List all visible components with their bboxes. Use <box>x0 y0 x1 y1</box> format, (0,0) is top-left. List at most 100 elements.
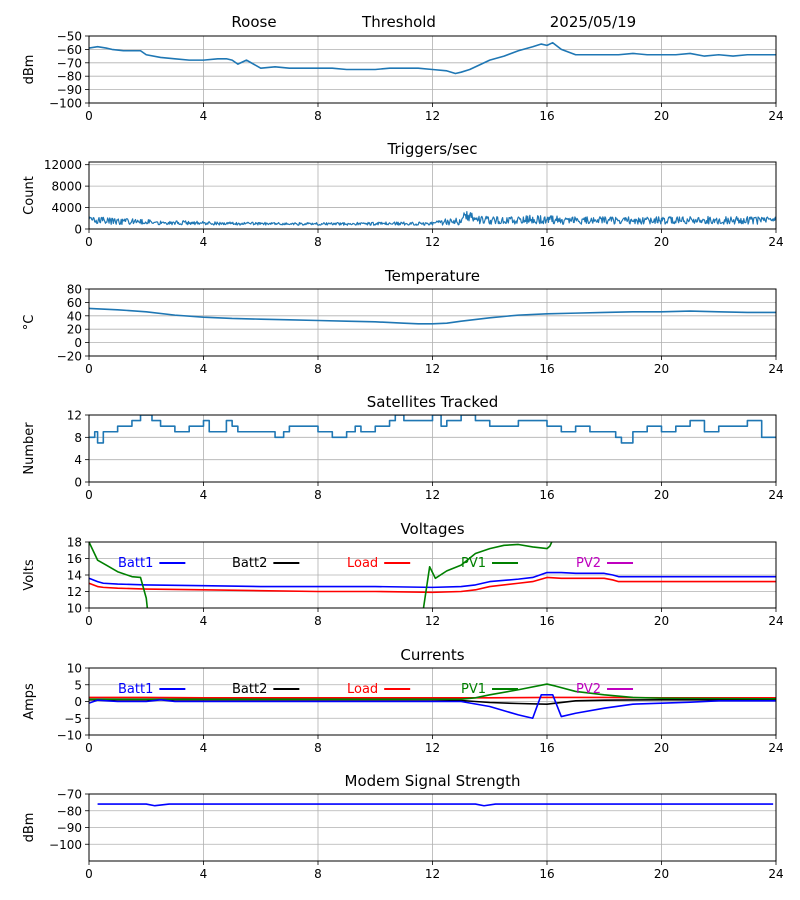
x-tick-label: 20 <box>654 235 669 249</box>
y-tick-label: 0 <box>74 223 82 237</box>
x-tick-label: 4 <box>200 741 208 755</box>
legend-label-pv2: PV2 <box>576 682 601 697</box>
legend-label-load: Load <box>347 556 378 571</box>
y-axis-label: °C <box>22 315 37 331</box>
x-tick-label: 20 <box>654 362 669 376</box>
series-line-temperature <box>89 307 776 325</box>
x-tick-label: 0 <box>85 488 93 502</box>
y-tick-label: −60 <box>57 43 82 57</box>
series-group <box>89 307 776 325</box>
x-tick-label: 0 <box>85 109 93 123</box>
series-line-pv1 <box>89 683 776 700</box>
y-tick-label: 0 <box>74 695 82 709</box>
panel-title: Modem Signal Strength <box>345 772 521 790</box>
y-tick-label: −80 <box>57 804 82 818</box>
y-axis-label: dBm <box>22 55 37 85</box>
x-tick-label: 4 <box>200 488 208 502</box>
x-tick-label: 24 <box>768 109 783 123</box>
y-tick-label: 14 <box>67 569 82 583</box>
header-date: 2025/05/19 <box>550 13 636 31</box>
x-tick-label: 16 <box>539 614 554 628</box>
y-tick-label: 40 <box>67 309 82 323</box>
x-tick-label: 0 <box>85 235 93 249</box>
x-tick-label: 0 <box>85 741 93 755</box>
x-tick-label: 24 <box>768 867 783 881</box>
y-tick-label: 16 <box>67 552 82 566</box>
legend-label-batt2: Batt2 <box>232 682 267 697</box>
x-tick-label: 20 <box>654 109 669 123</box>
legend-label-pv1: PV1 <box>461 556 486 571</box>
series-group <box>89 415 776 444</box>
x-tick-label: 24 <box>768 362 783 376</box>
y-tick-label: 0 <box>74 336 82 350</box>
y-tick-label: −90 <box>57 821 82 835</box>
y-tick-label: 8000 <box>51 180 82 194</box>
y-tick-label: −80 <box>57 70 82 84</box>
x-tick-label: 16 <box>539 235 554 249</box>
legend-label-load: Load <box>347 682 378 697</box>
y-tick-label: 60 <box>67 296 82 310</box>
x-tick-label: 16 <box>539 741 554 755</box>
y-tick-label: 8 <box>74 431 82 445</box>
y-tick-label: 4000 <box>51 201 82 215</box>
x-tick-label: 20 <box>654 488 669 502</box>
x-tick-label: 16 <box>539 488 554 502</box>
y-tick-label: 0 <box>74 476 82 490</box>
panel-title: Temperature <box>384 267 480 285</box>
y-tick-label: −90 <box>57 83 82 97</box>
x-tick-label: 24 <box>768 741 783 755</box>
legend-label-pv1: PV1 <box>461 682 486 697</box>
header-site: Roose <box>231 13 276 31</box>
y-tick-label: −20 <box>57 350 82 364</box>
legend-label-batt1: Batt1 <box>118 682 153 697</box>
y-tick-label: −100 <box>49 97 82 111</box>
x-tick-label: 12 <box>425 362 440 376</box>
y-axis-label: Volts <box>22 559 37 591</box>
y-tick-label: −70 <box>57 56 82 70</box>
panel-currents: 0 4 8 12 16 20 24 −10 −5 0 5 10 Currents Amps Batt1 Bat… <box>22 646 784 755</box>
series-group <box>89 542 776 608</box>
x-tick-label: 8 <box>314 235 322 249</box>
series-line-satellites <box>89 415 776 444</box>
x-tick-label: 8 <box>314 614 322 628</box>
y-tick-label: −50 <box>57 30 82 44</box>
y-tick-label: 10 <box>67 602 82 616</box>
panel-threshold: 0 4 8 12 16 20 24 −100−90−80−70−60−50 dBm <box>22 30 784 124</box>
panel-voltages: 0 4 8 12 16 20 24 10 12 14 16 18 Voltages Volts Batt1 B… <box>22 520 784 628</box>
x-tick-label: 20 <box>654 867 669 881</box>
x-tick-label: 12 <box>425 235 440 249</box>
y-tick-label: 12 <box>67 585 82 599</box>
x-tick-label: 16 <box>539 867 554 881</box>
series-line-load <box>89 576 776 594</box>
header-measurement: Threshold <box>361 13 436 31</box>
x-tick-label: 0 <box>85 867 93 881</box>
y-axis-label: dBm <box>22 813 37 843</box>
x-tick-label: 20 <box>654 614 669 628</box>
panel-title: Voltages <box>400 520 464 538</box>
series-line-threshold <box>89 41 776 75</box>
x-tick-label: 12 <box>425 614 440 628</box>
x-tick-label: 4 <box>200 235 208 249</box>
x-tick-label: 4 <box>200 614 208 628</box>
y-axis-label: Number <box>22 422 37 475</box>
y-tick-label: 12000 <box>44 158 82 172</box>
panel-satellites: 0 4 8 12 16 20 24 0 4 8 12 Satellites Tracked Number <box>22 393 784 502</box>
panel-title: Satellites Tracked <box>367 393 498 411</box>
x-tick-label: 24 <box>768 614 783 628</box>
y-axis-label: Count <box>22 176 37 215</box>
x-tick-label: 4 <box>200 109 208 123</box>
x-tick-label: 16 <box>539 109 554 123</box>
y-tick-label: 4 <box>74 453 82 467</box>
series-line-pv1 <box>89 542 553 608</box>
legend-label-batt2: Batt2 <box>232 556 267 571</box>
series-line-triggers <box>89 210 776 226</box>
x-tick-label: 0 <box>85 614 93 628</box>
y-tick-label: 5 <box>74 678 82 692</box>
y-tick-label: 20 <box>67 323 82 337</box>
legend-label-pv2: PV2 <box>576 556 601 571</box>
header: Roose Threshold 2025/05/19 <box>231 13 636 31</box>
series-line-batt1 <box>89 694 776 720</box>
